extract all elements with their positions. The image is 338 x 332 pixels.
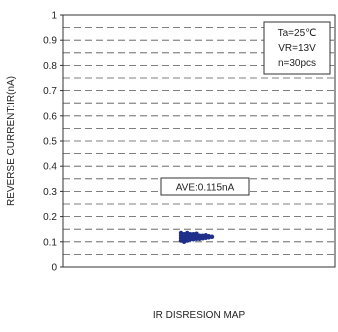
y-tick-label: 0.1 <box>43 237 57 248</box>
y-tick-label: 0.3 <box>43 187 57 198</box>
ytick-layer: 0 0.1 0.2 0.3 0.4 0.5 0.6 0.7 0.8 0.9 1 <box>43 11 63 274</box>
y-tick-label: 1 <box>51 11 57 22</box>
condition-box-frame <box>263 21 331 75</box>
y-axis-label: REVERSE CURRENT:IR(nA) <box>6 76 17 206</box>
data-point <box>197 233 202 238</box>
x-axis-label: IR DISRESION MAP <box>153 310 246 321</box>
condition-temperature: Ta=25℃ <box>278 28 317 39</box>
data-point <box>209 234 215 239</box>
condition-box: Ta=25℃ VR=13V n=30pcs <box>263 21 331 75</box>
average-box-frame <box>160 177 250 196</box>
condition-sample-count: n=30pcs <box>278 58 316 69</box>
y-tick-label: 0.4 <box>43 162 57 173</box>
grid-layer <box>63 27 335 255</box>
average-label: AVE:0.115nA <box>176 183 235 194</box>
condition-voltage: VR=13V <box>278 43 316 54</box>
y-tick-label: 0.8 <box>43 61 57 72</box>
average-box: AVE:0.115nA <box>160 177 250 196</box>
y-tick-label: 0 <box>51 263 57 274</box>
y-tick-label: 0.2 <box>43 212 57 223</box>
y-tick-label: 0.7 <box>43 86 57 97</box>
data-point <box>188 232 193 237</box>
y-tick-label: 0.5 <box>43 137 57 148</box>
y-tick-label: 0.6 <box>43 111 57 122</box>
data-points <box>178 230 215 244</box>
y-tick-label: 0.9 <box>43 36 57 47</box>
